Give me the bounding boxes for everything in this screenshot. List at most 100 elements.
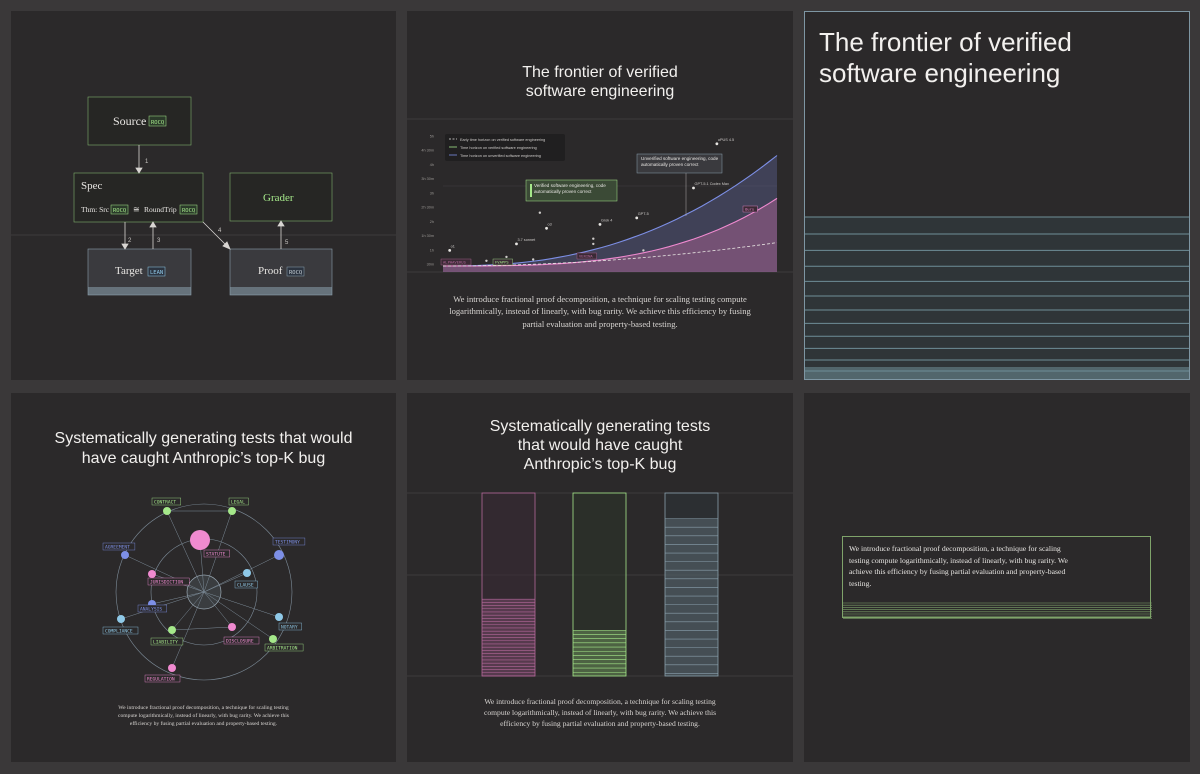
frontier-title: The frontier of verified software engine… <box>407 63 793 101</box>
model-point[interactable] <box>545 226 548 230</box>
pipeline-diagram-panel: Source ROCQ Spec Thm: Src ROCQ ≅ RoundTr… <box>11 11 396 380</box>
model-point-label: GPT-5 <box>638 212 649 216</box>
graph-node[interactable] <box>121 551 129 559</box>
card-stripes <box>843 602 1152 619</box>
model-point[interactable] <box>505 255 508 259</box>
graph-label-box <box>264 643 304 652</box>
graph-node[interactable] <box>168 664 176 672</box>
graph-edge <box>171 591 205 631</box>
frontier-title-line1: The frontier of verified <box>522 64 678 81</box>
model-point-label: Grok 4 <box>601 218 612 222</box>
graph-label: LIABILITY <box>153 639 178 645</box>
model-point[interactable] <box>635 216 639 220</box>
graph-edge <box>203 591 233 628</box>
y-tick-label: 4h 30m <box>421 149 434 153</box>
graph-node[interactable] <box>274 550 284 560</box>
graph-paragraph-line3: efficiency by fusing partial evaluation … <box>129 721 278 727</box>
benchmark-tag <box>742 205 758 213</box>
y-tick-label: 2h 30m <box>421 206 434 210</box>
edge-label-3: 3 <box>157 238 161 244</box>
graph-label-box <box>147 577 190 586</box>
graph-label-box <box>151 497 181 506</box>
graph-edge <box>203 591 274 640</box>
graph-label-box <box>223 636 260 645</box>
graph-label-box <box>102 626 139 635</box>
spec-rocq-tag: ROCQ <box>113 208 126 214</box>
graph-label: TESTIMONY <box>275 539 300 545</box>
model-point[interactable] <box>598 223 602 226</box>
card-paragraph-line3: achieve this efficiency by fusing partia… <box>849 567 1066 577</box>
graph-edge <box>171 591 205 669</box>
frontier-large-title-line1: The frontier of verified <box>819 27 1072 57</box>
model-point[interactable] <box>715 142 719 146</box>
graph-node[interactable] <box>275 613 283 621</box>
callout-verified: Verified software engineering, code auto… <box>525 179 618 202</box>
grader-node[interactable] <box>229 172 333 222</box>
y-tick-label: 30m <box>427 263 434 267</box>
frontier-chart-panel: The frontier of verified software engine… <box>407 11 793 380</box>
frontier-title-line2: software engineering <box>525 83 675 100</box>
model-point[interactable] <box>515 242 518 246</box>
edge-label-1: 1 <box>145 159 149 165</box>
model-point[interactable] <box>485 259 488 262</box>
spec-formula: Thm: Src <box>81 205 110 214</box>
card-panel: We introduce fractional proof decomposit… <box>804 393 1190 762</box>
verified-area <box>443 198 777 272</box>
graph-label-box <box>234 580 258 589</box>
source-node[interactable] <box>87 96 192 146</box>
card-paragraph-line2: testing compute logarithmically, instead… <box>849 555 1068 565</box>
graph-node[interactable] <box>228 623 236 631</box>
frontier-large-title: The frontier of verified software engine… <box>819 27 1179 89</box>
graph-node[interactable] <box>117 615 125 623</box>
bars-graphic <box>407 492 793 677</box>
frontier-large-panel: The frontier of verified software engine… <box>804 11 1190 380</box>
graph-node[interactable] <box>190 530 210 550</box>
stripe-base <box>805 367 1189 379</box>
graph-paragraph-line2: compute logarithmically, instead of line… <box>118 713 289 719</box>
graph-node[interactable] <box>168 626 176 634</box>
bars-title: Systematically generating tests that wou… <box>407 417 793 474</box>
benchmark-tag-label: VERINA <box>579 254 593 259</box>
benchmark-tag-label: ALPHAVERUS <box>443 260 467 265</box>
graph-label-box <box>272 537 306 546</box>
y-tick-label: 5h <box>430 135 434 139</box>
card-paragraph-line4: testing. <box>849 578 872 588</box>
graph-paragraph: We introduce fractional proof decomposit… <box>51 704 356 728</box>
model-point[interactable] <box>642 249 645 252</box>
graph-label: AGREEMENT <box>105 544 130 550</box>
graph-title-line2: have caught Anthropic’s top-K bug <box>81 450 326 467</box>
graph-node[interactable] <box>243 569 251 577</box>
graph-edge <box>203 572 248 593</box>
spec-label: Spec <box>81 180 103 192</box>
graph-node[interactable] <box>148 570 156 578</box>
round-trip-rocq-tag: ROCQ <box>182 208 195 214</box>
model-point[interactable] <box>448 249 452 252</box>
model-point[interactable] <box>592 237 595 240</box>
graph-label-box <box>150 637 184 646</box>
graph-node[interactable] <box>228 507 236 515</box>
source-label: Source <box>113 114 146 128</box>
frontier-chart: 5h 4h 30m 4h 3h 30m 3h 2h 30m 2h 1h 30m 1h 30m o1 3… <box>407 118 793 273</box>
graph-label-box <box>137 604 167 613</box>
proof-rocq-tag: ROCQ <box>289 270 302 276</box>
bars-title-line2: that would have caught <box>517 437 683 454</box>
graph-label-box <box>144 674 181 683</box>
graph-label: LEGAL <box>231 499 245 505</box>
y-tick-label: 3h <box>430 191 434 195</box>
unverified-area <box>443 155 777 272</box>
source-rocq-tag: ROCQ <box>151 120 164 126</box>
bars-paragraph-line2: compute logarithmically, instead of line… <box>483 708 717 717</box>
y-tick-label: 1h 30m <box>421 234 434 238</box>
model-point[interactable] <box>592 242 595 246</box>
bar-column <box>664 492 719 677</box>
model-point[interactable] <box>531 258 535 261</box>
bar-fill <box>665 518 718 676</box>
graph-node[interactable] <box>163 507 171 515</box>
graph-label: REGULATION <box>147 676 175 682</box>
graph-edge <box>203 591 280 618</box>
benchmark-tag-label: Ours <box>745 207 754 212</box>
model-point[interactable] <box>538 211 542 214</box>
target-lean-tag: LEAN <box>150 270 163 276</box>
graph-node[interactable] <box>269 635 277 643</box>
model-point[interactable] <box>692 186 695 190</box>
